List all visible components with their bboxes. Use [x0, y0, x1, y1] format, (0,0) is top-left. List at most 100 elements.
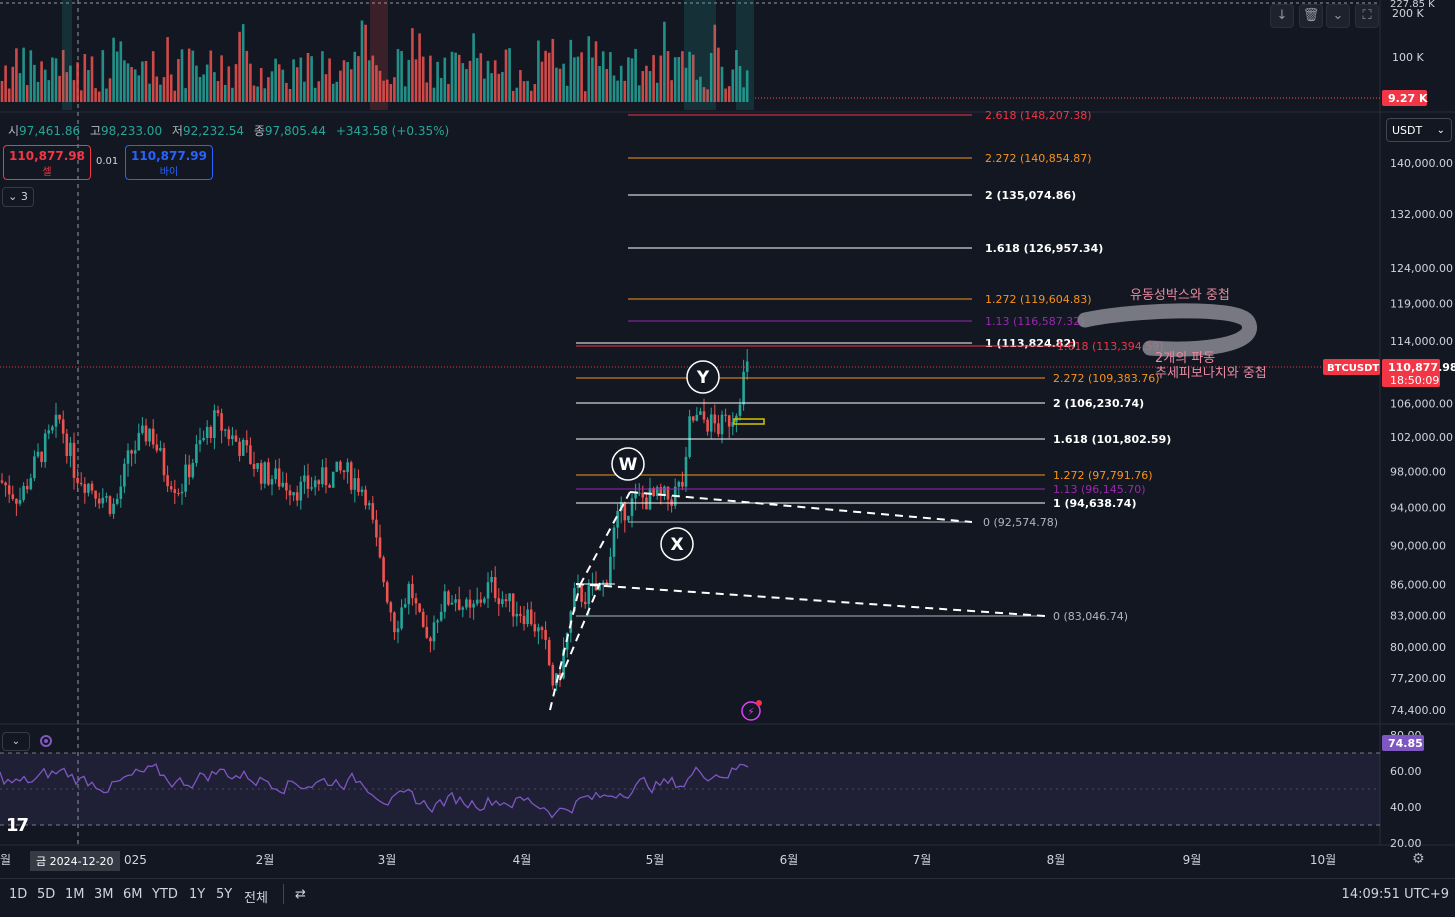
- fib-level-label: 1.618 (126,957.34): [985, 242, 1103, 255]
- volume-bar: [533, 84, 537, 102]
- rsi-settings-icon[interactable]: [38, 733, 54, 749]
- range-1y[interactable]: 1Y: [189, 887, 206, 902]
- annotation-text: 추세피보나치와 중첩: [1155, 366, 1267, 381]
- price-axis-label: 140,000.00: [1390, 157, 1453, 170]
- gear-icon[interactable]: ⚙: [1412, 851, 1425, 867]
- candle-body: [443, 591, 447, 612]
- wave-label-y: Y: [696, 368, 710, 388]
- volume-bar: [321, 51, 324, 102]
- volume-bar: [652, 55, 655, 102]
- time-axis-label: 10월: [1310, 853, 1336, 867]
- volume-bar: [295, 67, 299, 102]
- candle-body: [533, 624, 537, 632]
- range-3m[interactable]: 3M: [94, 887, 114, 902]
- volume-bar: [166, 37, 169, 102]
- candle-body: [40, 451, 43, 463]
- maximize-icon[interactable]: ⛶: [1355, 4, 1379, 28]
- price-axis-label: 98,000.00: [1390, 466, 1446, 479]
- volume-bar: [144, 61, 148, 102]
- candle-body: [227, 429, 231, 440]
- candle-body: [702, 411, 706, 420]
- candle-body: [54, 414, 58, 427]
- volume-bar: [97, 91, 101, 102]
- candle-body: [688, 416, 691, 457]
- candle-body: [684, 456, 688, 487]
- volume-bar: [4, 65, 7, 102]
- tradingview-logo-icon[interactable]: 17: [6, 815, 29, 836]
- trash-icon[interactable]: 🗑: [1299, 4, 1323, 28]
- candle-body: [72, 442, 76, 478]
- candle-body: [717, 423, 720, 435]
- candle-body: [209, 426, 213, 438]
- rsi-collapse-button[interactable]: ⌄: [2, 732, 30, 751]
- candle-body: [202, 437, 205, 441]
- range-전체[interactable]: 전체: [244, 891, 268, 906]
- volume-bar: [191, 50, 195, 102]
- volume-bar: [285, 82, 288, 102]
- volume-bar: [483, 78, 486, 102]
- candle-body: [403, 604, 407, 608]
- volume-bar: [429, 55, 432, 102]
- range-1d[interactable]: 1D: [9, 887, 28, 902]
- volume-bar: [382, 80, 385, 102]
- candle-body: [292, 492, 295, 496]
- candle-body: [727, 415, 731, 427]
- fib-level-label: 1 (113,824.82): [985, 337, 1076, 350]
- range-5d[interactable]: 5D: [37, 887, 56, 902]
- candle-body: [515, 613, 519, 617]
- volume-bar: [573, 57, 576, 102]
- range-5y[interactable]: 5Y: [216, 887, 233, 902]
- volume-bar: [497, 73, 501, 102]
- candle-body: [43, 433, 47, 463]
- candle-body: [198, 440, 202, 445]
- indicators-toggle[interactable]: ⌄ 3: [2, 187, 34, 207]
- volume-bar: [15, 48, 18, 102]
- volume-bar: [18, 73, 22, 102]
- currency-select[interactable]: USDT ⌄: [1386, 118, 1452, 142]
- price-axis-label: 106,000.00: [1390, 398, 1453, 411]
- candle-body: [144, 425, 148, 442]
- currency-value: USDT: [1392, 124, 1423, 137]
- volume-bar: [601, 51, 605, 102]
- candle-body: [432, 622, 436, 642]
- chevron-down-icon[interactable]: ⌄: [1326, 4, 1350, 28]
- volume-bar: [558, 68, 562, 102]
- volume-bar: [367, 60, 371, 102]
- volume-bar: [735, 50, 738, 102]
- range-1m[interactable]: 1M: [65, 887, 85, 902]
- volume-bar: [148, 83, 151, 102]
- candle-body: [526, 609, 529, 625]
- trend-lines: [549, 491, 1046, 711]
- volume-bar: [425, 82, 429, 102]
- candle-body: [205, 426, 209, 438]
- candle-body: [544, 630, 547, 640]
- volume-bar: [205, 64, 209, 102]
- price-axis-label: 83,000.00: [1390, 609, 1446, 622]
- candle-body: [249, 445, 252, 464]
- price-axis-label: 94,000.00: [1390, 502, 1446, 515]
- change-value: +343.58 (+0.35%): [335, 124, 450, 138]
- volume-bar: [663, 21, 666, 102]
- volume-bar: [313, 87, 317, 102]
- candle-body: [101, 497, 105, 504]
- volume-bar: [47, 80, 51, 102]
- volume-bar: [591, 57, 594, 102]
- volume-bar: [51, 57, 54, 102]
- compare-icon[interactable]: ⇄: [295, 887, 306, 902]
- volume-bar: [526, 80, 529, 102]
- buy-button[interactable]: 110,877.99 바이: [125, 145, 213, 180]
- volume-bar: [691, 54, 695, 102]
- sell-button[interactable]: 110,877.98 셀: [3, 145, 91, 180]
- download-icon[interactable]: ↓: [1270, 4, 1294, 28]
- candle-body: [321, 467, 324, 485]
- candle-body: [223, 429, 227, 431]
- range-6m[interactable]: 6M: [123, 887, 143, 902]
- open-value: 97,461.86: [19, 124, 81, 138]
- price-axis-label: 114,000.00: [1390, 335, 1453, 348]
- range-ytd[interactable]: YTD: [152, 887, 178, 902]
- volume-bar: [303, 81, 306, 102]
- dashed-trend-line: [559, 582, 601, 681]
- volume-bar: [706, 89, 709, 102]
- rsi-value: 74.85: [1388, 737, 1423, 750]
